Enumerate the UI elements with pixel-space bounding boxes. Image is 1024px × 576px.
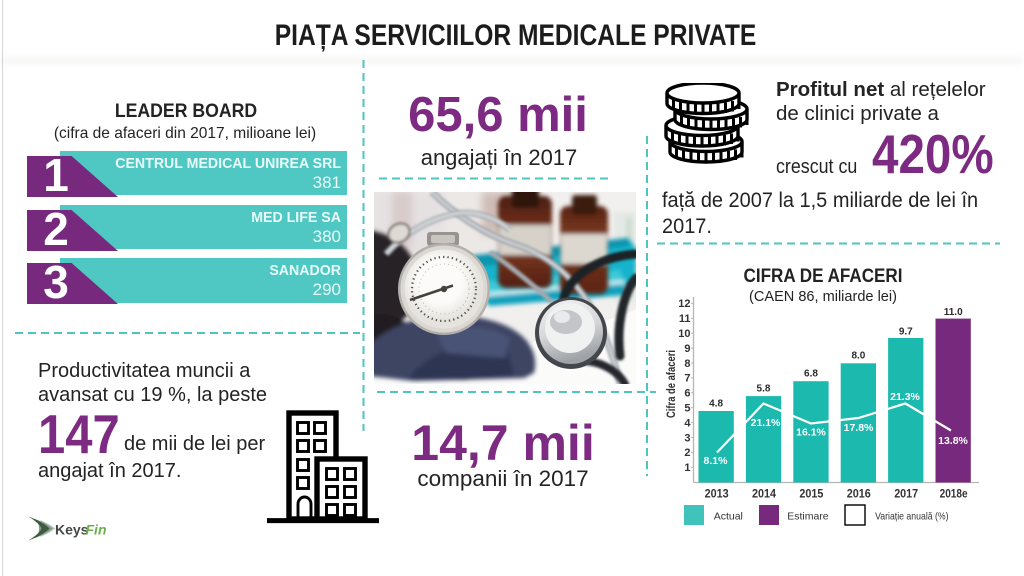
svg-text:2014: 2014	[752, 487, 776, 501]
svg-text:12: 12	[678, 298, 690, 310]
svg-text:2013: 2013	[705, 487, 729, 501]
svg-text:Actual: Actual	[714, 511, 743, 523]
svg-text:16.1%: 16.1%	[796, 427, 826, 439]
svg-text:Fin: Fin	[86, 522, 107, 538]
svg-text:7: 7	[684, 373, 690, 385]
svg-text:21.3%: 21.3%	[890, 391, 920, 403]
svg-text:5: 5	[684, 403, 690, 415]
svg-text:17.8%: 17.8%	[844, 422, 874, 434]
svg-text:Keys: Keys	[55, 522, 89, 538]
svg-text:10: 10	[678, 328, 690, 340]
svg-text:2: 2	[684, 447, 690, 459]
svg-text:11.0: 11.0	[944, 307, 963, 318]
svg-text:5.8: 5.8	[757, 384, 771, 395]
svg-text:3: 3	[684, 432, 690, 444]
svg-text:1: 1	[684, 462, 690, 474]
svg-text:13.8%: 13.8%	[938, 435, 968, 447]
svg-text:8.0: 8.0	[851, 351, 865, 362]
svg-text:Estimare: Estimare	[787, 511, 829, 523]
svg-text:4: 4	[684, 417, 691, 429]
svg-text:2015: 2015	[799, 487, 823, 501]
svg-text:21.1%: 21.1%	[751, 417, 781, 429]
svg-text:11: 11	[679, 313, 691, 325]
svg-text:9: 9	[684, 343, 690, 355]
svg-text:6.8: 6.8	[804, 369, 818, 380]
svg-text:Variație anuală (%): Variație anuală (%)	[875, 511, 949, 523]
svg-text:2017: 2017	[894, 487, 918, 501]
svg-text:4.8: 4.8	[709, 399, 723, 410]
svg-text:8: 8	[684, 358, 690, 370]
svg-text:Cifra de afaceri: Cifra de afaceri	[664, 350, 678, 418]
svg-text:9.7: 9.7	[899, 327, 913, 338]
svg-text:8.1%: 8.1%	[704, 455, 729, 467]
svg-text:2018e: 2018e	[940, 487, 968, 501]
svg-text:6: 6	[684, 388, 690, 400]
svg-text:2016: 2016	[847, 487, 871, 501]
